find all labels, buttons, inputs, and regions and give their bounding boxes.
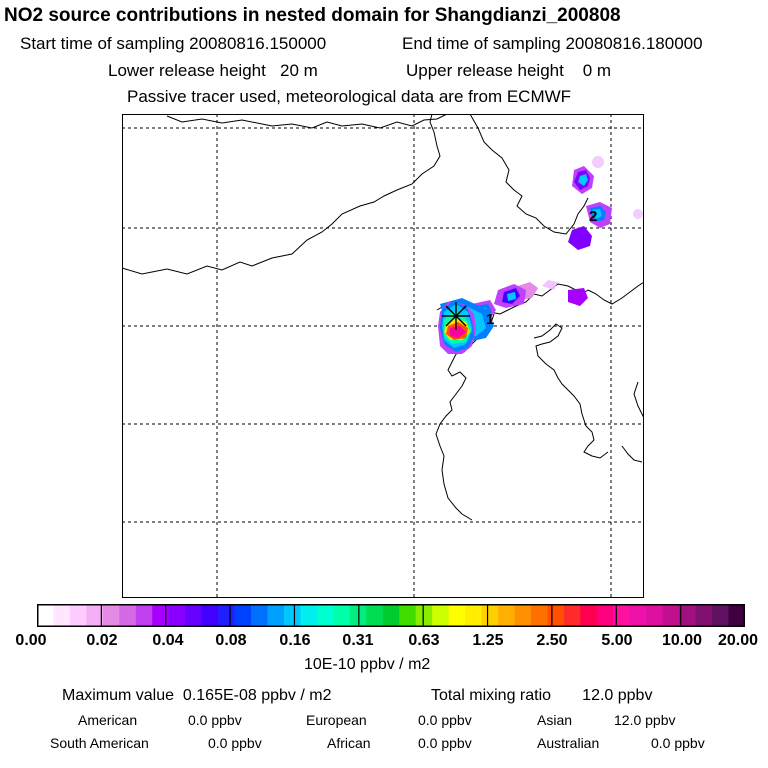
lower-release-label: Lower release height 20 m (108, 61, 318, 80)
total-mixing-label: Total mixing ratio 12.0 ppbv (431, 687, 653, 704)
region-south-american-value: 0.0 ppbv (208, 735, 262, 751)
colorbar-swatch (646, 604, 664, 627)
colorbar-swatch (234, 604, 252, 627)
region-asian: Asian (537, 712, 573, 728)
colorbar-swatch (662, 604, 680, 627)
coastline-borders (122, 114, 644, 521)
tick-label: 0.02 (86, 632, 118, 649)
colorbar-swatch (69, 604, 87, 627)
colorbar-swatch (728, 604, 745, 627)
colorbar-swatch (185, 604, 203, 627)
colorbar-swatch (201, 604, 219, 627)
colorbar-swatch (283, 604, 302, 627)
colorbar-swatch (267, 604, 285, 627)
colorbar-swatch (86, 604, 104, 627)
colorbar-swatch (481, 604, 499, 627)
tick-label: 0.63 (408, 632, 440, 649)
colorbar-swatch (152, 604, 170, 627)
region-european-value: 0.0 ppbv (418, 712, 472, 728)
colorbar-swatch (37, 604, 55, 627)
tick-label: 5.00 (601, 632, 633, 649)
colorbar-swatch (465, 604, 483, 627)
tick-label: 0.04 (152, 632, 184, 649)
colorbar (37, 604, 745, 627)
map-panel: 1 2 (122, 114, 644, 598)
tick-label: 0.31 (342, 632, 374, 649)
colorbar-swatch (547, 604, 565, 627)
region-american-value: 0.0 ppbv (188, 712, 242, 728)
colorbar-swatch (251, 604, 269, 627)
colorbar-swatch (613, 604, 631, 627)
region-african-value: 0.0 ppbv (418, 735, 472, 751)
region-south-american: South American (50, 735, 149, 751)
colorbar-swatch (218, 604, 236, 627)
tick-label: 2.50 (536, 632, 568, 649)
region-asian-value: 12.0 ppbv (614, 712, 676, 728)
tick-label: 10.00 (661, 632, 703, 649)
colorbar-swatch (102, 604, 120, 627)
tracer-note: Passive tracer used, meteorological data… (127, 87, 572, 106)
concentration-plume (438, 156, 643, 354)
colorbar-swatch (382, 604, 400, 627)
colorbar-swatch (316, 604, 334, 627)
colorbar-swatch (629, 604, 647, 627)
colorbar-swatch (563, 604, 581, 627)
tick-label: 0.16 (279, 632, 311, 649)
receptor-marker-icon (442, 302, 470, 330)
colorbar-swatch (415, 604, 433, 627)
colorbar-swatch (679, 604, 697, 627)
colorbar-swatch (300, 604, 318, 627)
colorbar-swatch (432, 604, 450, 627)
upper-release-label: Upper release height 0 m (406, 61, 612, 80)
region-european: European (306, 712, 367, 728)
colorbar-swatch (119, 604, 137, 627)
colorbar-units: 10E-10 ppbv / m2 (304, 656, 431, 673)
tick-label: 0.00 (15, 632, 47, 649)
region-australian: Australian (537, 735, 600, 751)
colorbar-swatch (448, 604, 466, 627)
colorbar-swatch (333, 604, 351, 627)
start-time-label: Start time of sampling 20080816.150000 (20, 34, 327, 53)
source-label-1: 1 (486, 311, 494, 328)
region-australian-value: 0.0 ppbv (651, 735, 705, 751)
colorbar-swatch (514, 604, 532, 627)
grid-lines (122, 114, 644, 598)
tick-label: 0.08 (215, 632, 247, 649)
colorbar-swatch (366, 604, 384, 627)
max-value-label: Maximum value 0.165E-08 ppbv / m2 (62, 687, 332, 704)
tick-label: 20.00 (717, 632, 759, 649)
colorbar-swatch (53, 604, 71, 627)
colorbar-swatch (135, 604, 153, 627)
colorbar-swatch (712, 604, 730, 627)
colorbar-swatch (168, 604, 186, 627)
colorbar-swatch (399, 604, 417, 627)
chart-title: NO2 source contributions in nested domai… (4, 5, 621, 26)
colorbar-swatch (530, 604, 549, 627)
colorbar-swatch (695, 604, 713, 627)
colorbar-border (37, 604, 745, 627)
end-time-label: End time of sampling 20080816.180000 (402, 34, 703, 53)
colorbar-swatch (596, 604, 614, 627)
region-american: American (78, 712, 138, 728)
region-african: African (327, 735, 371, 751)
colorbar-swatch (498, 604, 516, 627)
tick-label: 1.25 (472, 632, 504, 649)
source-label-2: 2 (589, 208, 597, 225)
colorbar-swatch (580, 604, 598, 627)
